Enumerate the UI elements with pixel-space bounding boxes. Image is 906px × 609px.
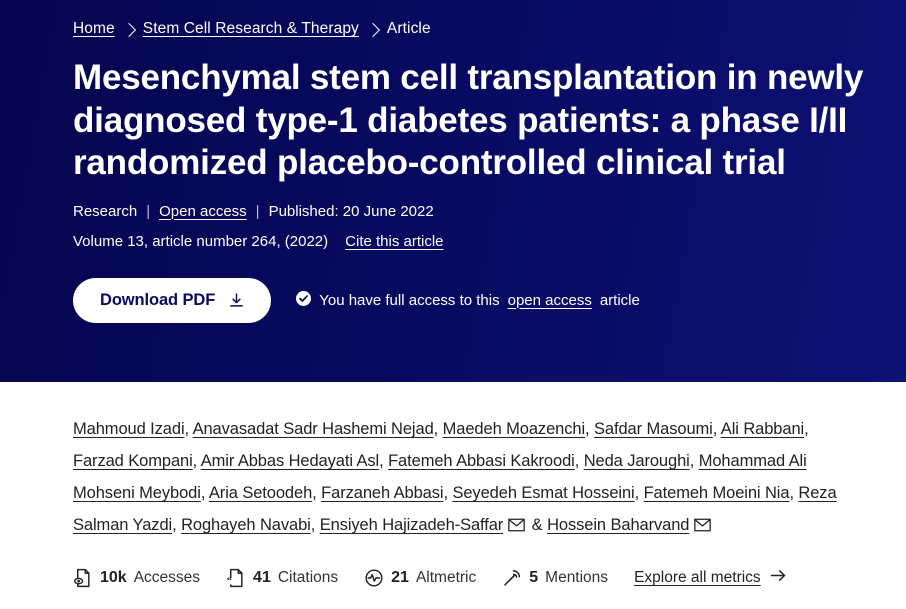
author-separator: , — [689, 452, 699, 470]
chevron-right-icon — [365, 22, 380, 38]
open-access-inline-link[interactable]: open access — [507, 291, 592, 309]
metric-label: Accesses — [133, 569, 201, 586]
author-separator: , — [172, 516, 182, 534]
metric-label: Citations — [277, 569, 339, 586]
published-date: Published: 20 June 2022 — [268, 202, 434, 220]
author-separator: , — [200, 484, 209, 502]
cite-this-article-link[interactable]: Cite this article — [345, 232, 444, 250]
document-quote-icon: “ — [226, 568, 246, 588]
author-list: Mahmoud Izadi, Anavasadat Sadr Hashemi N… — [73, 382, 863, 543]
author-link[interactable]: Anavasadat Sadr Hashemi Nejad — [192, 420, 434, 438]
author-link[interactable]: Farzad Kompani — [73, 452, 193, 470]
author-separator: , — [789, 484, 799, 502]
author-separator: , — [433, 420, 443, 438]
metric-accesses: 10k Accesses — [73, 568, 200, 588]
author-link[interactable]: Maedeh Moazenchi — [442, 420, 586, 438]
breadcrumb-item-home[interactable]: Home — [73, 20, 115, 37]
volume-info: Volume 13, article number 264, (2022) — [73, 232, 329, 250]
article-type: Research — [73, 202, 138, 220]
author-link[interactable]: Reza Salman Yazdi — [73, 484, 837, 534]
access-note: You have full access to this open access… — [296, 290, 640, 310]
breadcrumb-item-journal[interactable]: Stem Cell Research & Therapy — [142, 20, 359, 37]
article-header: Home Stem Cell Research & Therapy Articl… — [0, 0, 906, 382]
meta-divider: | — [146, 202, 151, 220]
author-link[interactable]: Amir Abbas Hedayati Asl — [200, 452, 380, 470]
author-separator: , — [192, 452, 201, 470]
open-access-link[interactable]: Open access — [159, 202, 247, 220]
author-separator: , — [574, 452, 584, 470]
author-separator: , — [634, 484, 644, 502]
author-link[interactable]: Roghayeh Navabi — [181, 516, 311, 534]
author-separator: , — [312, 484, 322, 502]
author-link[interactable]: Hossein Baharvand — [547, 516, 690, 534]
metric-value: 41 — [253, 569, 271, 586]
arrow-right-icon — [770, 568, 787, 588]
breadcrumb: Home Stem Cell Research & Therapy Articl… — [73, 0, 866, 38]
author-separator: , — [443, 484, 453, 502]
metric-value: 5 — [529, 569, 539, 586]
author-separator: & — [527, 516, 548, 534]
author-link[interactable]: Ali Rabbani — [720, 420, 805, 438]
metric-citations: “ 41 Citations — [226, 568, 338, 588]
metric-label: Mentions — [545, 569, 609, 586]
article-meta-row: Research | Open access | Published: 20 J… — [73, 202, 866, 222]
author-link[interactable]: Mahmoud Izadi — [73, 420, 185, 438]
metrics-bar: 10k Accesses “ 41 Citations 21 Altmetric 5 Menti… — [73, 568, 866, 588]
altmetric-pulse-icon — [364, 568, 384, 588]
breadcrumb-item-article: Article — [386, 20, 431, 37]
author-link[interactable]: Aria Setoodeh — [208, 484, 313, 502]
chevron-right-icon — [121, 22, 136, 38]
svg-text:“: “ — [227, 576, 232, 587]
author-link[interactable]: Fatemeh Abbasi Kakroodi — [388, 452, 575, 470]
author-link[interactable]: Neda Jaroughi — [583, 452, 690, 470]
author-separator: , — [585, 420, 594, 438]
download-pdf-button[interactable]: Download PDF — [73, 277, 272, 323]
access-note-text-pre: You have full access to this — [319, 291, 500, 309]
article-actions: Download PDF You have full acces — [73, 277, 866, 323]
explore-all-metrics[interactable]: Explore all metrics — [634, 568, 787, 588]
author-separator: , — [712, 420, 721, 438]
author-separator: , — [804, 420, 809, 438]
author-separator: , — [184, 420, 193, 438]
author-link[interactable]: Mohammad Ali Mohseni Meybodi — [73, 452, 807, 502]
envelope-icon[interactable] — [508, 511, 525, 543]
author-link[interactable]: Farzaneh Abbasi — [321, 484, 444, 502]
metric-value: 21 — [391, 569, 409, 586]
document-eye-icon — [73, 568, 93, 588]
satellite-dish-icon — [502, 568, 522, 588]
author-separator: , — [379, 452, 389, 470]
author-separator: , — [310, 516, 320, 534]
download-pdf-label: Download PDF — [100, 290, 216, 309]
author-link[interactable]: Fatemeh Moeini Nia — [643, 484, 790, 502]
author-link[interactable]: Safdar Masoumi — [594, 420, 713, 438]
metric-mentions: 5 Mentions — [502, 568, 608, 588]
explore-all-metrics-link[interactable]: Explore all metrics — [634, 569, 761, 586]
author-link[interactable]: Ensiyeh Hajizadeh-Saffar — [319, 516, 504, 534]
article-volume-row: Volume 13, article number 264, (2022) Ci… — [73, 232, 866, 252]
metric-altmetric: 21 Altmetric — [364, 568, 476, 588]
check-circle-icon — [296, 290, 312, 310]
article-body: Mahmoud Izadi, Anavasadat Sadr Hashemi N… — [0, 382, 906, 609]
meta-divider: | — [255, 202, 260, 220]
author-link[interactable]: Seyedeh Esmat Hosseini — [452, 484, 635, 502]
envelope-icon[interactable] — [694, 511, 712, 543]
metric-value: 10k — [100, 569, 127, 586]
access-note-text-post: article — [599, 291, 640, 309]
page-title: Mesenchymal stem cell transplantation in… — [73, 58, 864, 182]
metric-label: Altmetric — [415, 569, 477, 586]
download-icon — [228, 292, 245, 309]
